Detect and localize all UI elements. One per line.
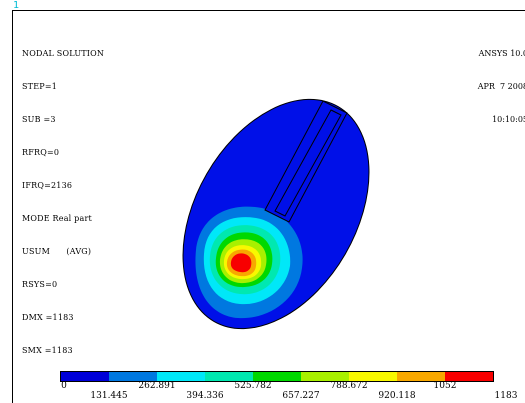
result-title: NODAL SOLUTION bbox=[22, 49, 105, 58]
legend-tick-label: 262.891 bbox=[138, 381, 176, 391]
legend-tick-label: 394.336 bbox=[186, 391, 224, 401]
window-border-left bbox=[12, 10, 13, 403]
legend-tick-label: 788.672 bbox=[330, 381, 368, 391]
contour-band-8 bbox=[230, 253, 252, 273]
header-time: 10:10:05 bbox=[492, 115, 525, 124]
window-border-top bbox=[12, 10, 525, 11]
rectangular-slot bbox=[264, 100, 348, 223]
info-line-mode: MODE Real part bbox=[22, 214, 92, 223]
legend-color-bar bbox=[60, 371, 494, 382]
legend-tick-label: 657.227 bbox=[282, 391, 320, 401]
legend-swatch-8 bbox=[397, 372, 445, 381]
legend-tick-label: 525.782 bbox=[234, 381, 272, 391]
legend-swatch-5 bbox=[253, 372, 301, 381]
info-line-rsys: RSYS=0 bbox=[22, 280, 58, 289]
legend-swatch-9 bbox=[445, 372, 493, 381]
info-line-smx: SMX =1183 bbox=[22, 346, 73, 355]
info-line-usum: USUM (AVG) bbox=[22, 247, 92, 256]
result-info-block: NODAL SOLUTION STEP=1 SUB =3 RFRQ=0 IFRQ… bbox=[22, 26, 104, 378]
legend-swatch-7 bbox=[349, 372, 397, 381]
legend-tick-label: 920.118 bbox=[378, 391, 416, 401]
legend-swatch-2 bbox=[109, 372, 157, 381]
header-date: APR 7 2008 bbox=[477, 82, 525, 91]
product-version: ANSYS 10.0 bbox=[478, 49, 525, 58]
product-header: ANSYS 10.0 APR 7 2008 10:10:05 bbox=[450, 26, 525, 147]
legend-tick-label: 0 bbox=[61, 381, 67, 391]
legend-swatch-6 bbox=[301, 372, 349, 381]
info-line-ifrq: IFRQ=2136 bbox=[22, 181, 73, 190]
legend-swatch-3 bbox=[157, 372, 205, 381]
legend-tick-label: 1052 bbox=[433, 381, 457, 391]
window-number: 1 bbox=[13, 0, 20, 11]
info-line-dmx: DMX =1183 bbox=[22, 313, 74, 322]
legend-swatch-1 bbox=[61, 372, 109, 381]
legend-swatch-4 bbox=[205, 372, 253, 381]
legend-tick-label: 1183 bbox=[494, 391, 518, 401]
info-line-step: STEP=1 bbox=[22, 82, 58, 91]
legend-tick-label: 131.445 bbox=[90, 391, 128, 401]
info-line-sub: SUB =3 bbox=[22, 115, 56, 124]
info-line-rfrq: RFRQ=0 bbox=[22, 148, 60, 157]
